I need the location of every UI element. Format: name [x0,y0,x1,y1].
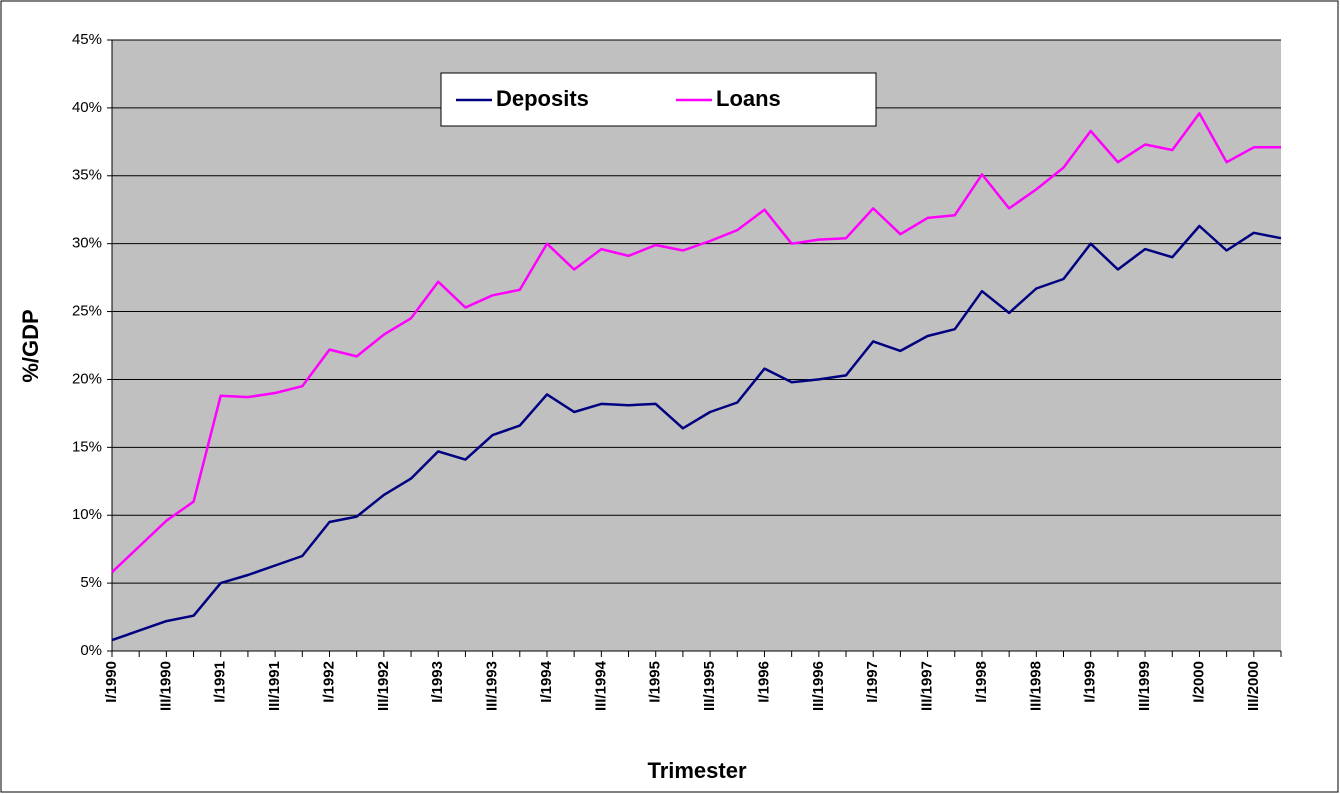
y-tick-label: 0% [80,642,102,659]
x-tick-label: I/1996 [755,661,772,703]
x-tick-label: III/1994 [592,660,609,711]
x-tick-label: III/1992 [375,661,392,711]
y-tick-label: 15% [72,438,102,455]
y-tick-label: 25% [72,303,102,320]
x-tick-label: III/2000 [1245,661,1262,711]
y-tick-label: 30% [72,235,102,252]
legend-label: Deposits [496,86,589,111]
plot-background [112,40,1281,651]
y-tick-label: 5% [80,574,102,591]
x-tick-label: I/1990 [103,661,120,703]
series-line [111,224,1282,642]
x-tick-label: I/1994 [538,660,555,702]
x-tick-label: I/1995 [647,661,664,703]
x-tick-label: I/1998 [973,661,990,703]
y-tick-label: 20% [72,370,102,387]
x-tick-label: I/1999 [1082,661,1099,703]
plot-area [112,40,1281,651]
x-tick-label: I/1997 [864,661,881,703]
y-axis-title: %/GDP [18,309,43,382]
x-tick-label: III/1990 [157,661,174,711]
x-tick-label: III/1998 [1027,661,1044,711]
x-tick-label: I/2000 [1190,661,1207,703]
x-tick-label: I/1991 [212,661,229,703]
x-tick-label: III/1995 [701,661,718,711]
x-tick-label: I/1993 [429,661,446,703]
x-axis-title: Trimester [647,758,746,783]
y-tick-label: 35% [72,167,102,184]
x-tick-label: III/1993 [484,661,501,711]
x-tick-label: III/1991 [266,661,283,711]
x-tick-label: I/1992 [320,661,337,703]
x-tick-label: III/1999 [1136,661,1153,711]
legend-box [440,72,877,127]
y-tick-label: 10% [72,506,102,523]
series-line [111,112,1281,574]
x-tick-label: III/1997 [919,661,936,711]
legend-label: Loans [716,86,781,111]
x-tick-label: III/1996 [810,661,827,711]
y-tick-label: 45% [72,31,102,48]
y-tick-label: 40% [72,99,102,116]
